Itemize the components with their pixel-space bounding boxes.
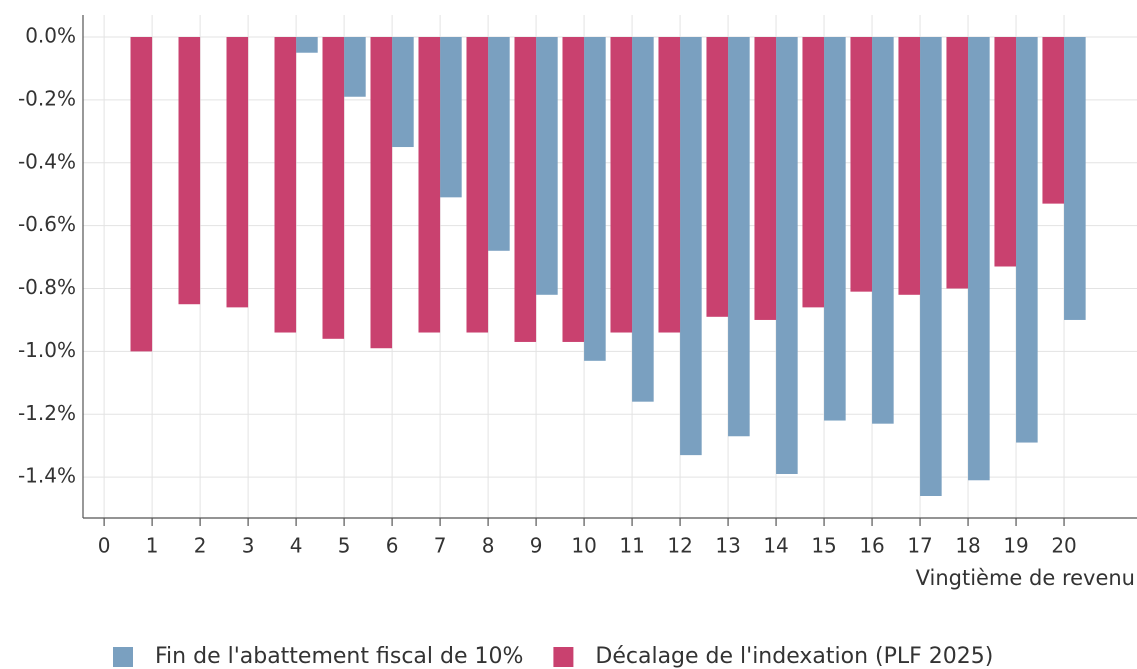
y-tick-label: -0.4% xyxy=(18,149,76,173)
x-tick-label: 14 xyxy=(763,534,788,558)
bar xyxy=(680,37,702,456)
x-tick-label: 6 xyxy=(386,534,399,558)
x-tick-label: 19 xyxy=(1003,534,1028,558)
x-tick-label: 10 xyxy=(571,534,596,558)
x-tick-label: 5 xyxy=(338,534,351,558)
x-tick-label: 7 xyxy=(434,534,447,558)
y-tick-label: -0.2% xyxy=(18,86,76,110)
bar xyxy=(728,37,750,437)
bar xyxy=(802,37,825,308)
bar xyxy=(946,37,969,289)
legend: Fin de l'abattement fiscal de 10% Décalag… xyxy=(113,644,993,669)
y-tick-label: -0.8% xyxy=(18,275,76,299)
bar xyxy=(322,37,345,339)
bar xyxy=(418,37,441,333)
x-tick-label: 15 xyxy=(811,534,836,558)
bars xyxy=(130,37,1086,496)
bar xyxy=(994,37,1017,267)
x-tick-label: 8 xyxy=(482,534,495,558)
bar xyxy=(514,37,537,342)
bar xyxy=(370,37,393,349)
y-tick-label: 0.0% xyxy=(25,24,76,48)
labels: 0.0% -0.2% -0.4% -0.6% -0.8% -1.0% -1.2% -1.4% 0… xyxy=(18,24,1077,558)
bar xyxy=(296,37,318,53)
legend-label: Décalage de l'indexation (PLF 2025) xyxy=(595,644,993,669)
bar xyxy=(754,37,777,320)
bar xyxy=(440,37,462,198)
bar xyxy=(344,37,366,97)
bar xyxy=(130,37,153,352)
bar xyxy=(658,37,681,333)
x-tick-label: 0 xyxy=(98,534,111,558)
bar xyxy=(872,37,894,424)
bar xyxy=(1016,37,1038,443)
bar xyxy=(274,37,297,333)
bar xyxy=(466,37,489,333)
x-tick-label: 11 xyxy=(619,534,644,558)
x-tick-label: 13 xyxy=(715,534,740,558)
y-tick-label: -1.2% xyxy=(18,401,76,425)
x-tick-label: 1 xyxy=(146,534,159,558)
bar xyxy=(488,37,510,251)
x-axis-label: Vingtième de revenu xyxy=(916,566,1135,590)
bar xyxy=(562,37,585,342)
y-tick-label: -1.0% xyxy=(18,338,76,362)
bar xyxy=(850,37,873,292)
bar xyxy=(1042,37,1065,204)
x-tick-label: 18 xyxy=(955,534,980,558)
bar xyxy=(776,37,798,474)
x-tick-label: 16 xyxy=(859,534,884,558)
legend-swatch xyxy=(553,647,574,667)
bar xyxy=(1064,37,1086,320)
x-tick-label: 2 xyxy=(194,534,207,558)
bar xyxy=(536,37,558,295)
bar xyxy=(898,37,921,295)
x-tick-label: 17 xyxy=(907,534,932,558)
legend-swatch xyxy=(113,647,133,667)
bar xyxy=(968,37,990,481)
y-tick-label: -0.6% xyxy=(18,212,76,236)
x-tick-label: 3 xyxy=(242,534,255,558)
x-tick-label: 20 xyxy=(1051,534,1076,558)
bar xyxy=(632,37,654,402)
bar xyxy=(392,37,414,148)
y-tick-label: -1.4% xyxy=(18,464,76,488)
bar xyxy=(824,37,846,421)
bar xyxy=(226,37,249,308)
bar xyxy=(706,37,729,317)
x-tick-label: 9 xyxy=(530,534,543,558)
bar xyxy=(920,37,942,496)
x-tick-label: 4 xyxy=(290,534,303,558)
bar xyxy=(584,37,606,361)
bar xyxy=(610,37,633,333)
bar xyxy=(178,37,201,305)
x-tick-label: 12 xyxy=(667,534,692,558)
legend-label: Fin de l'abattement fiscal de 10% xyxy=(155,644,523,669)
